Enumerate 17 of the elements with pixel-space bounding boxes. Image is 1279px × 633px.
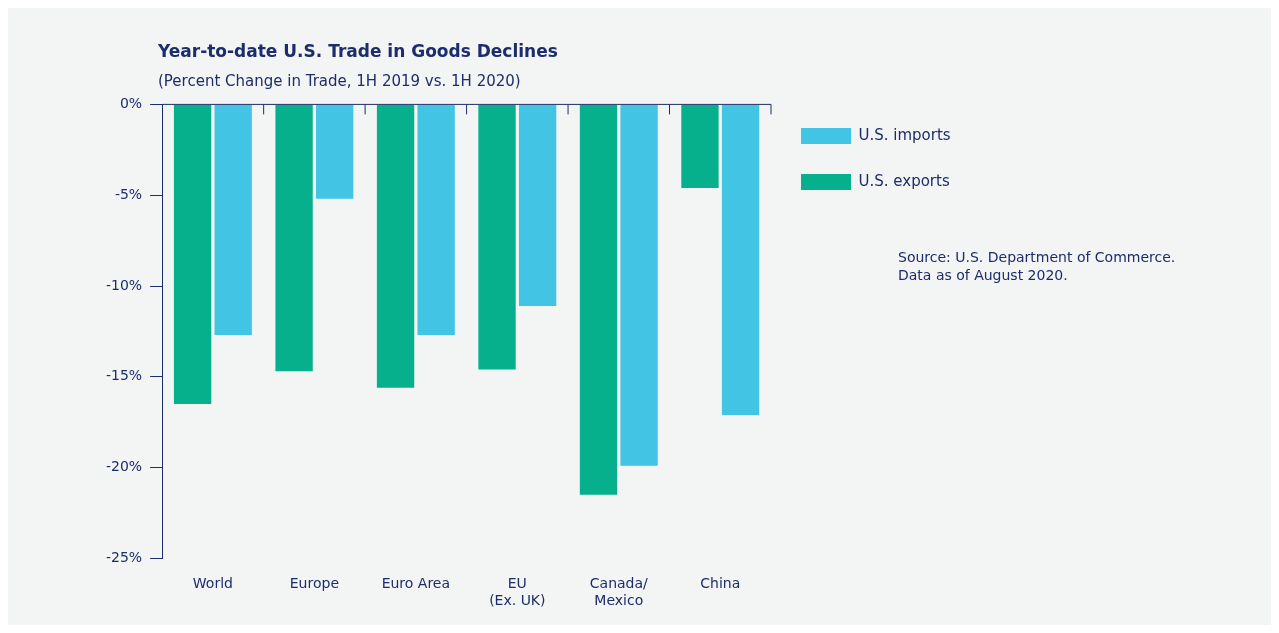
- x-tick-label: World: [192, 575, 233, 592]
- legend-label: U.S. exports: [858, 171, 950, 190]
- chart-subtitle: (Percent Change in Trade, 1H 2019 vs. 1H 2020): [158, 72, 521, 90]
- y-tick-label: -25%: [106, 549, 143, 566]
- y-tick-label: -15%: [106, 367, 143, 384]
- x-tick-label: Canada/ Mexico: [589, 575, 649, 609]
- x-tick-label: Euro Area: [381, 575, 451, 592]
- chart-title: Year-to-date U.S. Trade in Goods Declines: [158, 41, 558, 61]
- y-tick-label: 0%: [119, 95, 143, 112]
- legend-label: U.S. imports: [858, 125, 951, 144]
- x-tick-label: Europe: [289, 575, 339, 592]
- y-tick-label: -10%: [106, 276, 143, 293]
- y-tick-label: -20%: [106, 458, 143, 475]
- y-tick-label: -5%: [114, 185, 143, 202]
- source-note: Source: U.S. Department of Commerce. Data as of August 2020.: [898, 248, 1177, 284]
- x-tick-label: China: [700, 575, 741, 592]
- x-tick-label: EU (Ex. UK): [489, 575, 546, 609]
